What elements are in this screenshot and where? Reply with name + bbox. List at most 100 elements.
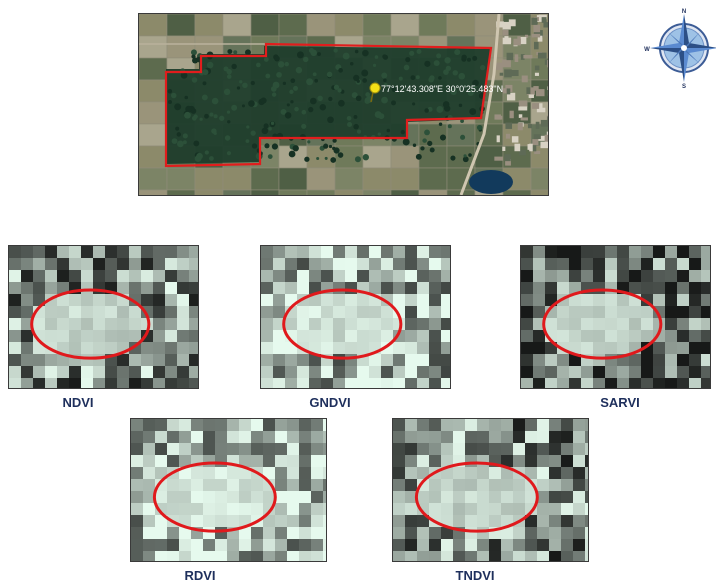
raster-pixel <box>155 515 167 527</box>
tree-canopy <box>308 106 314 113</box>
raster-pixel <box>405 539 417 551</box>
raster-pixel <box>393 378 405 388</box>
raster-pixel <box>593 330 605 342</box>
raster-pixel <box>617 270 629 282</box>
raster-pixel <box>689 330 701 342</box>
tree-canopy <box>267 154 273 160</box>
raster-pixel <box>573 491 585 503</box>
raster-pixel <box>129 354 141 366</box>
raster-pixel <box>299 431 311 443</box>
raster-pixel <box>321 378 333 388</box>
raster-pixel <box>141 270 153 282</box>
raster-pixel <box>287 431 299 443</box>
raster-pixel <box>69 342 81 354</box>
raster-pixel <box>549 467 561 479</box>
raster-pixel <box>573 539 585 551</box>
raster-pixel <box>311 419 323 431</box>
field-plot <box>390 145 420 169</box>
raster-pixel <box>405 467 417 479</box>
tree-canopy <box>206 51 214 59</box>
tree-canopy <box>381 96 388 104</box>
raster-pixel <box>131 503 143 515</box>
tree-canopy <box>174 103 182 111</box>
raster-pixel <box>581 342 593 354</box>
raster-pixel <box>21 354 33 366</box>
tree-canopy <box>436 106 444 113</box>
raster-pixel <box>477 503 489 515</box>
tree-canopy <box>219 115 225 121</box>
raster-pixel <box>165 258 177 270</box>
raster-pixel <box>165 282 177 294</box>
raster-pixel <box>585 539 588 551</box>
raster-pixel <box>167 419 179 431</box>
raster-pixel <box>131 515 143 527</box>
raster-pixel <box>357 330 369 342</box>
raster-pixel <box>345 306 357 318</box>
tree-canopy <box>184 95 189 100</box>
raster-pixel <box>153 366 165 378</box>
field-plot <box>166 35 196 59</box>
raster-pixel <box>287 479 299 491</box>
raster-pixel <box>585 455 588 467</box>
raster-pixel <box>285 246 297 258</box>
raster-pixel <box>177 366 189 378</box>
tree-canopy <box>416 49 422 54</box>
raster-pixel <box>489 503 501 515</box>
field-plot <box>278 167 308 191</box>
pushpin-icon <box>369 82 381 103</box>
field-plot <box>139 101 168 125</box>
raster-pixel <box>141 294 153 306</box>
raster-pixel <box>81 246 93 258</box>
raster-pixel <box>393 491 405 503</box>
raster-pixel <box>561 503 573 515</box>
raster-pixel <box>417 431 429 443</box>
raster-pixel <box>369 258 381 270</box>
raster-pixel <box>593 246 605 258</box>
raster-pixel <box>665 318 677 330</box>
raster-pixel <box>369 366 381 378</box>
raster-pixel <box>239 431 251 443</box>
raster-pixel <box>345 354 357 366</box>
raster-pixel <box>641 330 653 342</box>
tree-canopy <box>415 75 420 80</box>
raster-pixel <box>189 282 198 294</box>
raster-pixel <box>45 246 57 258</box>
raster-pixel <box>453 443 465 455</box>
raster-pixel <box>521 318 533 330</box>
tree-canopy <box>191 54 196 59</box>
raster-pixel <box>155 443 167 455</box>
raster-pixel <box>357 306 369 318</box>
raster-pixel <box>501 443 513 455</box>
raster-pixel <box>441 455 453 467</box>
raster-pixel <box>45 354 57 366</box>
tree-canopy <box>170 92 177 99</box>
field-plot <box>139 14 168 37</box>
raster-pixel <box>191 491 203 503</box>
raster-pixel <box>369 246 381 258</box>
raster-pixel <box>141 366 153 378</box>
tree-canopy <box>209 156 214 161</box>
field-plot <box>139 79 168 103</box>
raster-pixel <box>155 539 167 551</box>
building <box>532 139 539 146</box>
raster-pixel <box>57 342 69 354</box>
tree-canopy <box>466 57 471 62</box>
raster-pixel <box>701 342 710 354</box>
raster-pixel <box>45 270 57 282</box>
tree-canopy <box>284 112 292 119</box>
raster-pixel <box>323 539 326 551</box>
tree-canopy <box>347 121 353 127</box>
compass-south: S <box>682 84 686 88</box>
index-raster <box>131 419 326 561</box>
satellite-map: 77°12'43.308"E 30°0'25.483"N <box>139 14 548 195</box>
raster-pixel <box>321 306 333 318</box>
raster-pixel <box>57 294 69 306</box>
raster-pixel <box>533 306 545 318</box>
raster-pixel <box>345 270 357 282</box>
raster-pixel <box>21 258 33 270</box>
raster-pixel <box>677 258 689 270</box>
building <box>547 60 548 68</box>
tree-canopy <box>301 123 307 129</box>
raster-pixel <box>369 354 381 366</box>
raster-pixel <box>321 330 333 342</box>
